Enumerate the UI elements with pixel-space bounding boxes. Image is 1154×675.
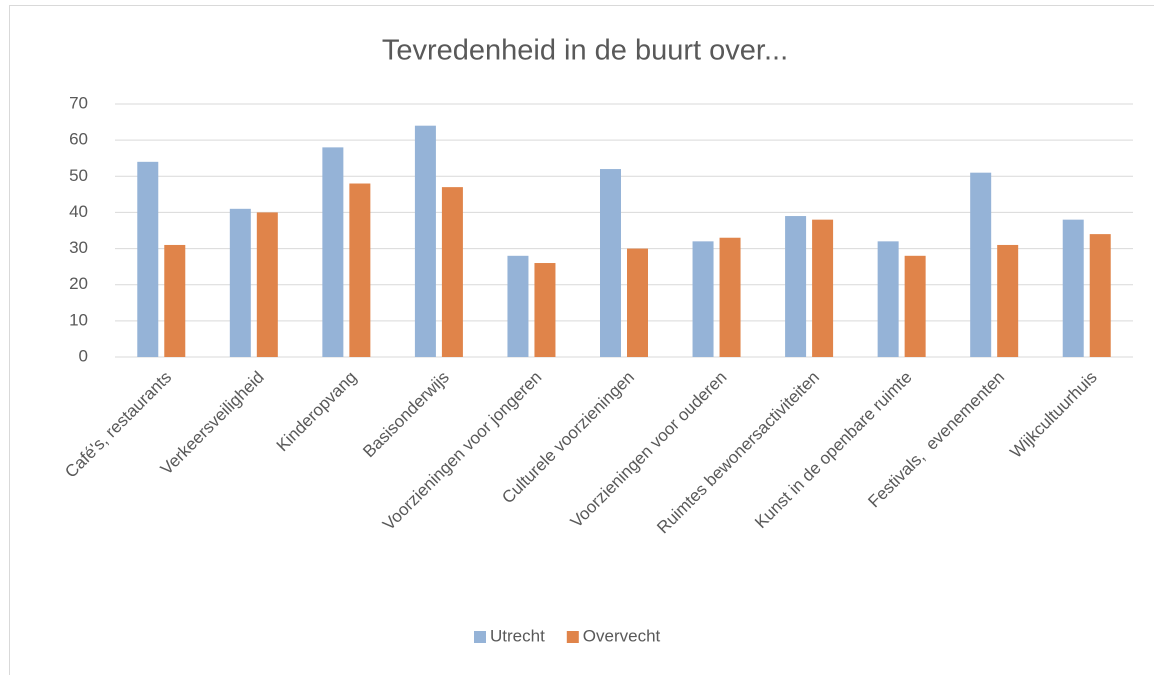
bar xyxy=(877,241,899,357)
chart-border xyxy=(9,5,1154,675)
y-tick-label: 30 xyxy=(69,238,88,257)
y-tick-label: 10 xyxy=(69,310,88,329)
bar xyxy=(322,147,344,357)
bar xyxy=(256,212,278,357)
bar xyxy=(719,237,741,357)
bar xyxy=(441,187,463,357)
legend-label: Utrecht xyxy=(490,626,545,645)
bar xyxy=(1089,234,1111,357)
bar xyxy=(785,216,807,357)
bar xyxy=(904,255,926,357)
bar xyxy=(1062,219,1084,357)
bar xyxy=(970,172,992,357)
y-tick-label: 60 xyxy=(69,130,88,149)
bar xyxy=(627,248,648,357)
bar xyxy=(164,244,186,357)
legend-swatch xyxy=(566,631,579,643)
bar xyxy=(229,208,251,357)
legend-label: Overvecht xyxy=(583,626,661,645)
bar xyxy=(137,161,159,357)
bar xyxy=(414,125,436,357)
bar xyxy=(812,219,834,357)
y-tick-label: 70 xyxy=(69,93,88,112)
bar xyxy=(507,255,529,357)
bar xyxy=(349,183,371,357)
chart-title: Tevredenheid in de buurt over... xyxy=(382,35,788,67)
bar xyxy=(600,169,621,357)
y-tick-label: 20 xyxy=(69,274,88,293)
legend-swatch xyxy=(474,631,486,643)
y-tick-label: 40 xyxy=(69,202,88,221)
bar xyxy=(534,263,556,357)
y-tick-label: 50 xyxy=(69,166,88,185)
y-tick-label: 0 xyxy=(79,346,88,365)
bar xyxy=(997,244,1019,357)
bar xyxy=(692,241,714,357)
